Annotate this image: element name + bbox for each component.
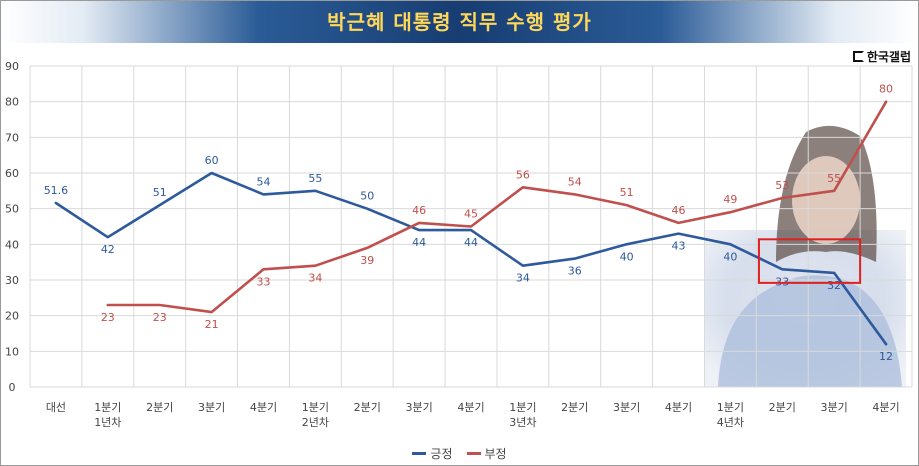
y-tick-label: 60	[5, 167, 19, 180]
x-tick-label: 1분기	[94, 401, 121, 414]
legend-item-positive: 긍정	[412, 445, 453, 462]
data-label: 51.6	[44, 184, 69, 197]
highlight-box	[757, 238, 862, 284]
data-label: 23	[153, 311, 167, 324]
y-tick-label: 70	[5, 131, 19, 144]
data-label: 46	[672, 204, 686, 217]
series-line-negative	[106, 100, 888, 314]
y-tick-label: 0	[9, 381, 16, 394]
y-tick-label: 80	[5, 96, 19, 109]
y-tick-label: 30	[5, 274, 19, 287]
x-tick-label: 2년차	[302, 416, 329, 429]
x-tick-label: 3분기	[613, 401, 640, 414]
data-label: 40	[620, 250, 634, 263]
x-tick-label: 3분기	[198, 401, 225, 414]
legend-swatch-positive	[412, 451, 427, 455]
x-tick-label: 1분기	[717, 401, 744, 414]
data-label: 42	[101, 243, 115, 256]
data-label: 36	[568, 265, 582, 278]
data-label: 21	[205, 318, 219, 331]
data-label: 54	[568, 175, 582, 188]
title-bar: 박근혜 대통령 직무 수행 평가	[1, 1, 918, 43]
x-tick-label: 4분기	[457, 401, 484, 414]
data-label: 55	[308, 172, 322, 185]
legend-swatch-negative	[466, 451, 481, 455]
chart-legend: 긍정 부정	[0, 444, 919, 462]
x-tick-label: 3분기	[821, 401, 848, 414]
x-tick-label: 4분기	[872, 401, 899, 414]
x-tick-label: 3분기	[405, 401, 432, 414]
y-tick-label: 20	[5, 310, 19, 323]
y-tick-label: 50	[5, 203, 19, 216]
data-label: 46	[412, 204, 426, 217]
x-tick-label: 2분기	[561, 401, 588, 414]
x-tick-label: 2분기	[354, 401, 381, 414]
data-label: 51	[620, 186, 634, 199]
data-label: 33	[256, 275, 270, 288]
x-tick-label: 4년차	[717, 416, 744, 429]
x-tick-label: 4분기	[250, 401, 277, 414]
data-label: 44	[464, 236, 478, 249]
legend-label-negative: 부정	[484, 446, 507, 461]
data-label: 80	[879, 83, 893, 96]
legend-item-negative: 부정	[466, 445, 507, 462]
data-label: 50	[360, 190, 374, 203]
data-label: 55	[827, 172, 841, 185]
data-label: 40	[723, 250, 737, 263]
x-tick-label: 3년차	[509, 416, 536, 429]
x-tick-label: 대선	[46, 401, 66, 414]
x-tick-label: 2분기	[146, 401, 173, 414]
y-tick-label: 90	[5, 60, 19, 73]
data-label: 33	[775, 275, 789, 288]
x-tick-label: 2분기	[769, 401, 796, 414]
data-label: 54	[256, 175, 270, 188]
data-label: 43	[672, 240, 686, 253]
legend-label-positive: 긍정	[430, 446, 453, 461]
data-label: 34	[516, 272, 530, 285]
data-label: 32	[827, 279, 841, 292]
y-tick-label: 10	[5, 345, 19, 358]
data-label: 60	[205, 154, 219, 167]
logo: 한국갤럽	[852, 48, 911, 64]
data-label: 51	[153, 186, 167, 199]
data-label: 56	[516, 168, 530, 181]
data-label: 23	[101, 311, 115, 324]
gallup-logo-icon	[852, 50, 864, 62]
logo-text: 한국갤럽	[866, 49, 911, 64]
data-label: 12	[879, 350, 893, 363]
x-tick-label: 1분기	[509, 401, 536, 414]
series-lines	[54, 100, 888, 346]
y-axis-ticks: 0 10 20 30 40 50 60 70 80 90	[5, 60, 19, 394]
data-label: 39	[360, 254, 374, 267]
data-label: 49	[723, 193, 737, 206]
chart-title: 박근혜 대통령 직무 수행 평가	[327, 10, 592, 34]
data-label: 53	[775, 179, 789, 192]
data-label: 34	[308, 272, 322, 285]
data-label: 45	[464, 208, 478, 221]
series-line-positive	[54, 171, 888, 346]
x-tick-label: 1분기	[302, 401, 329, 414]
x-tick-label: 4분기	[665, 401, 692, 414]
data-label: 44	[412, 236, 426, 249]
chart-grid	[29, 65, 913, 388]
y-tick-label: 40	[5, 238, 19, 251]
highlight-rect	[757, 238, 862, 284]
x-tick-label: 1년차	[94, 416, 121, 429]
x-axis-ticks: 대선 1분기 1년차 2분기 3분기 4분기 1분기 2년차 2분기 3분기 4분기 1분기 3년차 2분…	[46, 401, 900, 429]
